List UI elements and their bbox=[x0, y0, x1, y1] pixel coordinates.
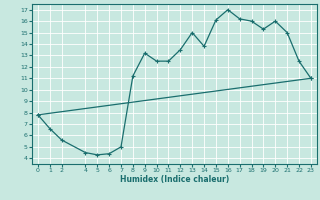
X-axis label: Humidex (Indice chaleur): Humidex (Indice chaleur) bbox=[120, 175, 229, 184]
